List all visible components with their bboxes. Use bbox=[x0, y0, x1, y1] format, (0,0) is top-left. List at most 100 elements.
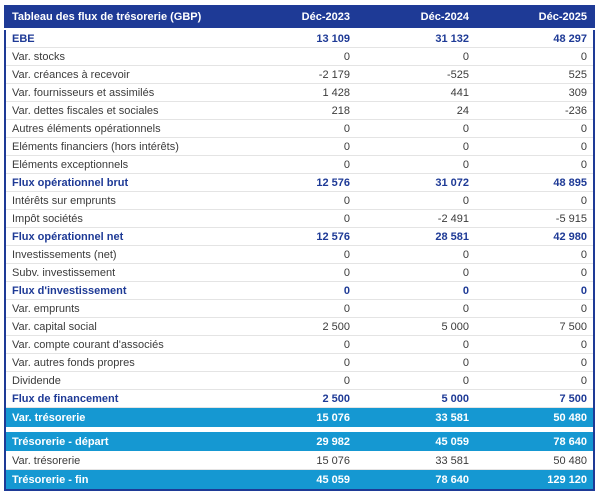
row-label: Flux opérationnel net bbox=[5, 227, 237, 246]
row-value: 0 bbox=[237, 119, 356, 138]
table-row: EBE 13 109 31 132 48 297 bbox=[5, 29, 594, 48]
separator-row bbox=[5, 427, 594, 432]
row-label: Autres éléments opérationnels bbox=[5, 119, 237, 138]
header-row: Tableau des flux de trésorerie (GBP) Déc… bbox=[5, 5, 594, 30]
table-row: Var. fournisseurs et assimilés 1 428 441 30… bbox=[5, 83, 594, 102]
row-label: Var. dettes fiscales et sociales bbox=[5, 101, 237, 120]
table-row: Investissements (net) 0 0 0 bbox=[5, 245, 594, 264]
table-row: Var. dettes fiscales et sociales 218 24 -23… bbox=[5, 101, 594, 120]
row-label: Var. capital social bbox=[5, 317, 237, 336]
row-value: 50 480 bbox=[475, 451, 594, 470]
row-value: 0 bbox=[356, 137, 475, 156]
row-value: -2 179 bbox=[237, 65, 356, 84]
table-row: Eléments exceptionnels 0 0 0 bbox=[5, 155, 594, 174]
row-value: 0 bbox=[356, 47, 475, 66]
row-value: 0 bbox=[237, 281, 356, 300]
row-value: 0 bbox=[356, 299, 475, 318]
row-value: 0 bbox=[475, 47, 594, 66]
row-value: -2 491 bbox=[356, 209, 475, 228]
row-value: 33 581 bbox=[356, 407, 475, 428]
row-value: 0 bbox=[356, 155, 475, 174]
table-row: Var. compte courant d'associés 0 0 0 bbox=[5, 335, 594, 354]
row-value: 45 059 bbox=[237, 469, 356, 491]
table-row: Var. trésorerie 15 076 33 581 50 480 bbox=[5, 407, 594, 428]
row-label: Investissements (net) bbox=[5, 245, 237, 264]
row-value: 0 bbox=[237, 335, 356, 354]
table-row: Flux opérationnel net 12 576 28 581 42 980 bbox=[5, 227, 594, 246]
row-value: 0 bbox=[237, 191, 356, 210]
row-value: 29 982 bbox=[237, 432, 356, 452]
row-value: 28 581 bbox=[356, 227, 475, 246]
row-value: 0 bbox=[356, 245, 475, 264]
row-label: Var. compte courant d'associés bbox=[5, 335, 237, 354]
row-value: 0 bbox=[475, 353, 594, 372]
row-value: 24 bbox=[356, 101, 475, 120]
table-row: Var. créances à recevoir -2 179 -525 525 bbox=[5, 65, 594, 84]
row-value: 48 297 bbox=[475, 29, 594, 48]
table-row: Var. autres fonds propres 0 0 0 bbox=[5, 353, 594, 372]
row-value: 441 bbox=[356, 83, 475, 102]
row-value: 0 bbox=[475, 299, 594, 318]
cashflow-table-body: EBE 13 109 31 132 48 297 Var. stocks 0 0 0 Var. … bbox=[5, 29, 594, 491]
table-row: Flux opérationnel brut 12 576 31 072 48 895 bbox=[5, 173, 594, 192]
row-value: 5 000 bbox=[356, 317, 475, 336]
row-value: 0 bbox=[475, 137, 594, 156]
row-value: 15 076 bbox=[237, 407, 356, 428]
column-header-dec-2023: Déc-2023 bbox=[237, 5, 356, 30]
row-label: Flux opérationnel brut bbox=[5, 173, 237, 192]
row-value: 218 bbox=[237, 101, 356, 120]
row-value: 0 bbox=[237, 137, 356, 156]
row-label: Eléments financiers (hors intérêts) bbox=[5, 137, 237, 156]
row-value: 33 581 bbox=[356, 451, 475, 470]
row-value: 0 bbox=[356, 353, 475, 372]
cashflow-table-container: Tableau des flux de trésorerie (GBP) Déc… bbox=[4, 5, 595, 491]
row-value: 0 bbox=[475, 119, 594, 138]
row-value: 0 bbox=[237, 47, 356, 66]
row-value: 45 059 bbox=[356, 432, 475, 452]
row-value: 0 bbox=[356, 335, 475, 354]
row-value: 12 576 bbox=[237, 173, 356, 192]
row-value: 0 bbox=[237, 353, 356, 372]
row-label: Var. fournisseurs et assimilés bbox=[5, 83, 237, 102]
row-value: 0 bbox=[237, 299, 356, 318]
row-value: 31 072 bbox=[356, 173, 475, 192]
row-value: 0 bbox=[475, 335, 594, 354]
table-row: Intérêts sur emprunts 0 0 0 bbox=[5, 191, 594, 210]
row-label: Dividende bbox=[5, 371, 237, 390]
row-value: 78 640 bbox=[475, 432, 594, 452]
row-value: 309 bbox=[475, 83, 594, 102]
row-label: Intérêts sur emprunts bbox=[5, 191, 237, 210]
separator-cell bbox=[5, 427, 594, 432]
row-value: 0 bbox=[475, 191, 594, 210]
row-value: 2 500 bbox=[237, 317, 356, 336]
row-value: 0 bbox=[356, 371, 475, 390]
row-value: 15 076 bbox=[237, 451, 356, 470]
row-value: 0 bbox=[237, 155, 356, 174]
table-row: Subv. investissement 0 0 0 bbox=[5, 263, 594, 282]
row-value: 0 bbox=[475, 245, 594, 264]
row-value: 0 bbox=[237, 263, 356, 282]
row-label: Eléments exceptionnels bbox=[5, 155, 237, 174]
row-value: 0 bbox=[237, 371, 356, 390]
row-label: Var. emprunts bbox=[5, 299, 237, 318]
table-row: Trésorerie - fin 45 059 78 640 129 120 bbox=[5, 469, 594, 491]
row-value: 0 bbox=[356, 191, 475, 210]
row-value: 0 bbox=[356, 119, 475, 138]
row-value: 0 bbox=[356, 281, 475, 300]
row-value: -525 bbox=[356, 65, 475, 84]
table-row: Var. emprunts 0 0 0 bbox=[5, 299, 594, 318]
row-value: 12 576 bbox=[237, 227, 356, 246]
row-value: 2 500 bbox=[237, 389, 356, 408]
row-value: 7 500 bbox=[475, 317, 594, 336]
row-value: 0 bbox=[475, 155, 594, 174]
table-row: Var. stocks 0 0 0 bbox=[5, 47, 594, 66]
row-value: 0 bbox=[356, 263, 475, 282]
row-label: Var. stocks bbox=[5, 47, 237, 66]
row-value: 0 bbox=[237, 209, 356, 228]
row-value: 525 bbox=[475, 65, 594, 84]
table-row: Flux d'investissement 0 0 0 bbox=[5, 281, 594, 300]
row-label: Flux d'investissement bbox=[5, 281, 237, 300]
row-label: Subv. investissement bbox=[5, 263, 237, 282]
row-value: 5 000 bbox=[356, 389, 475, 408]
table-row: Trésorerie - départ 29 982 45 059 78 640 bbox=[5, 432, 594, 452]
